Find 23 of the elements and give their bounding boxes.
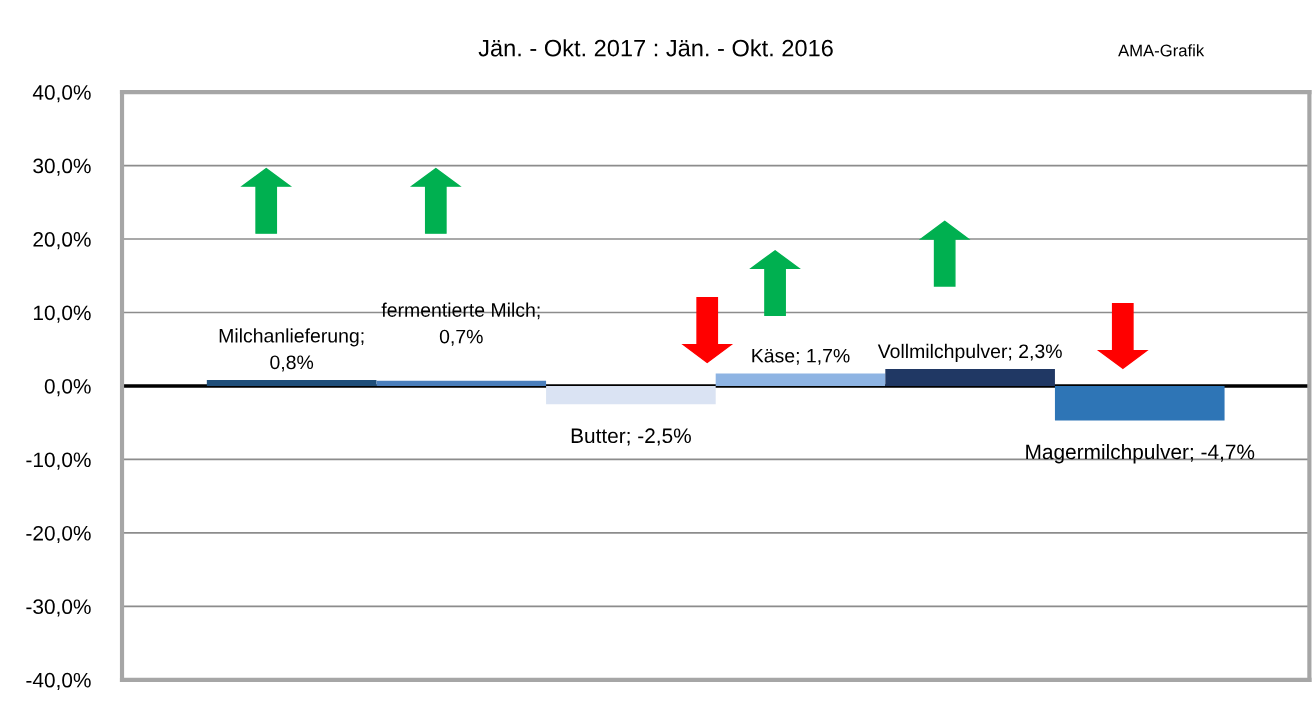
y-tick-label: -10,0%: [26, 452, 91, 470]
bar: [546, 385, 716, 405]
y-tick-label: -30,0%: [26, 599, 91, 617]
data-label: Magermilchpulver; -4,7%: [1026, 443, 1255, 464]
bar: [376, 380, 547, 386]
chart-title: Jän. - Okt. 2017 : Jän. - Okt. 2016: [478, 39, 833, 57]
bar: [885, 369, 1055, 386]
y-tick-label: 40,0%: [32, 85, 91, 103]
bar: [1054, 385, 1225, 421]
data-label: Milchanlieferung; 0,8%: [219, 328, 364, 372]
data-label: Käse; 1,7%: [752, 348, 850, 365]
y-tick-label: -20,0%: [26, 525, 91, 544]
y-tick-label: 10,0%: [33, 305, 91, 323]
y-tick-label: 0,0%: [44, 378, 91, 397]
text: AMA-Grafik: [1118, 44, 1205, 57]
y-tick-label: 30,0%: [33, 158, 91, 176]
data-label: Butter; -2,5%: [571, 428, 691, 446]
data-label: Vollmilchpulver; 2,3%: [877, 343, 1062, 362]
bar: [206, 380, 377, 386]
bar: [715, 373, 886, 386]
y-tick-label: 20,0%: [33, 232, 91, 250]
data-label: fermentierte Milch; 0,7%: [381, 302, 540, 346]
y-tick-label: -40,0%: [26, 672, 91, 691]
